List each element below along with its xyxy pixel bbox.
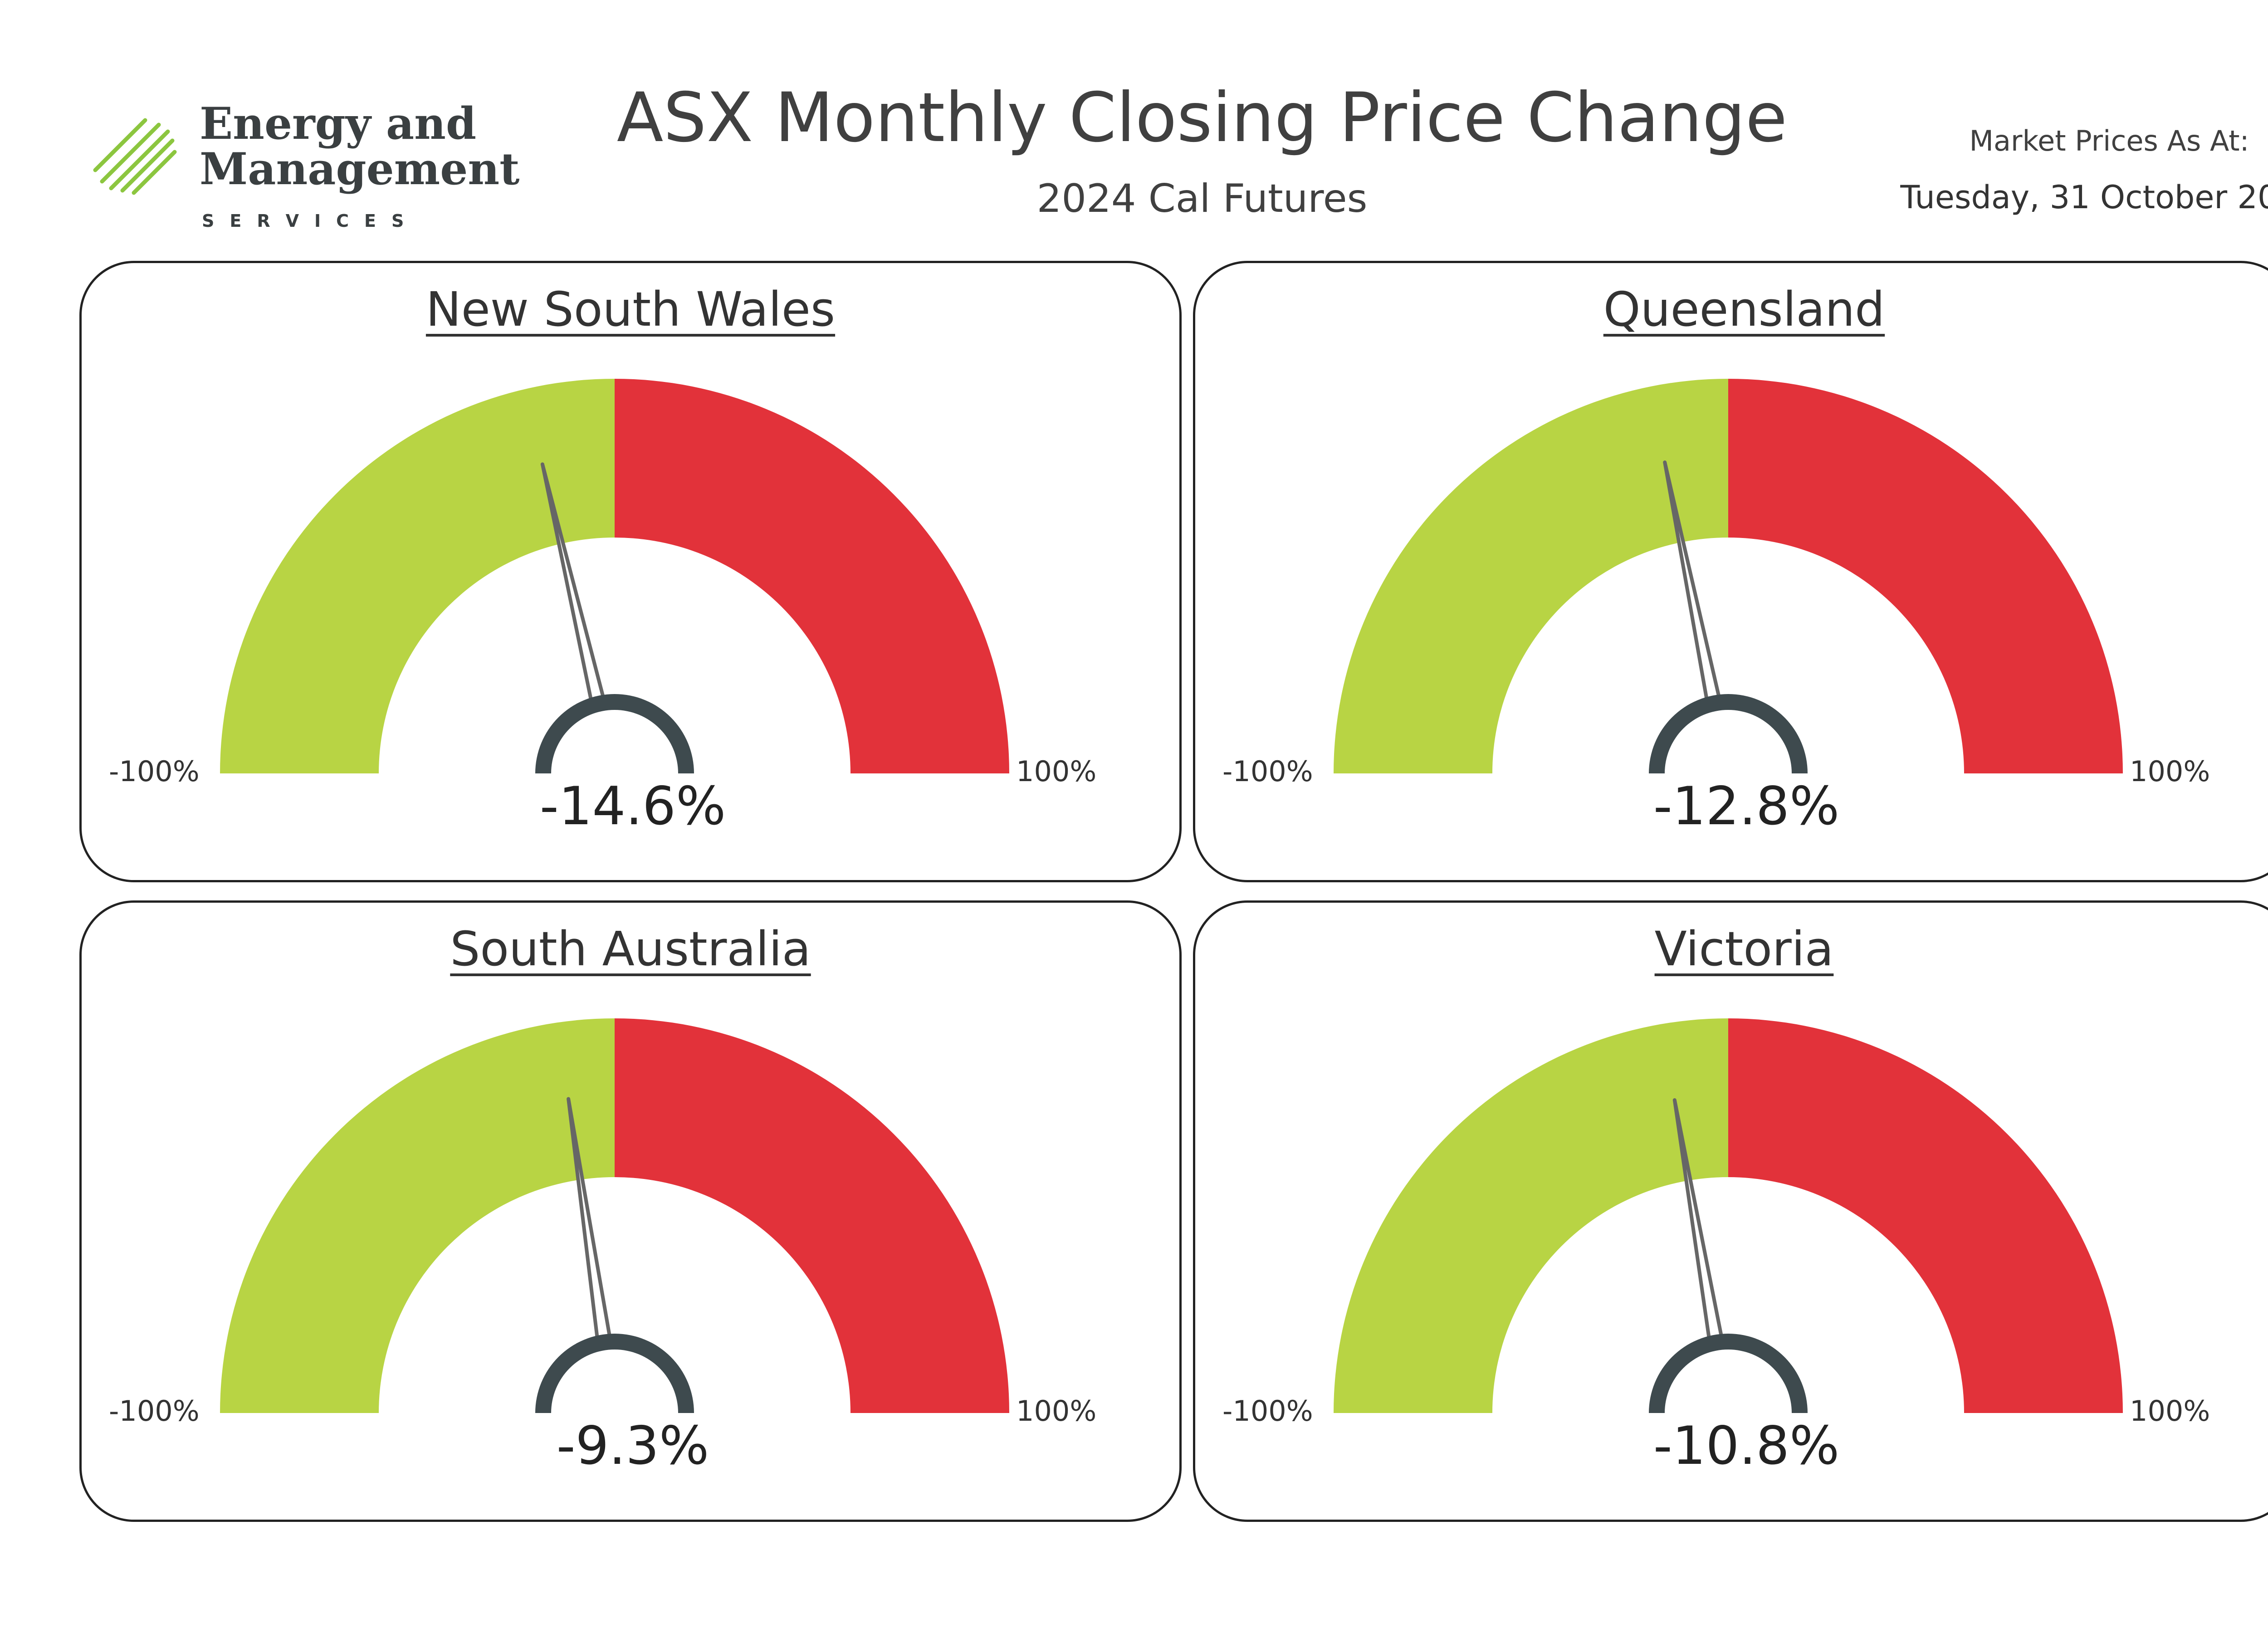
gauge-title: New South Wales	[425, 282, 836, 337]
gauge-title: Victoria	[1654, 921, 1834, 977]
gauge-panel: South Australia -100% 100% -9.3%	[79, 900, 1182, 1522]
gauge-chart	[1334, 1018, 2123, 1413]
gauge-value-label: -12.8%	[1653, 776, 1840, 837]
gauge-min-label: -100%	[109, 1394, 200, 1428]
gauge-negative-band	[220, 1018, 615, 1413]
gauge-max-label: 100%	[1016, 755, 1097, 788]
page-subtitle: 2024 Cal Futures	[1036, 176, 1368, 221]
gauge-panel: New South Wales -100% 100% -14.6%	[79, 261, 1182, 882]
company-logo: Energy and Management SERVICES	[91, 98, 544, 243]
gauge-hub	[1649, 694, 1808, 773]
logo-text-line3: SERVICES	[202, 211, 420, 231]
gauge-title: South Australia	[450, 921, 811, 977]
logo-text-line1: Energy and	[200, 98, 477, 149]
gauge-panel: Victoria -100% 100% -10.8%	[1193, 900, 2268, 1522]
gauge-hub	[1649, 1334, 1808, 1413]
gauge-chart	[1334, 379, 2123, 773]
gauge-chart	[220, 1018, 1009, 1413]
gauge-max-label: 100%	[1016, 1394, 1097, 1428]
gauge-min-label: -100%	[1222, 755, 1313, 788]
gauge-negative-band	[1334, 1018, 1728, 1413]
gauge-negative-band	[220, 379, 615, 773]
gauge-positive-band	[615, 379, 1009, 773]
gauge-max-label: 100%	[2130, 755, 2210, 788]
market-prices-label: Market Prices As At:	[1969, 124, 2249, 157]
gauge-value-label: -14.6%	[539, 776, 726, 837]
gauge-max-label: 100%	[2130, 1394, 2210, 1428]
gauge-chart	[220, 379, 1009, 773]
gauge-negative-band	[1334, 379, 1728, 773]
gauge-panel: Queensland -100% 100% -12.8%	[1193, 261, 2268, 882]
logo-text-line2: Management	[200, 143, 520, 195]
gauge-positive-band	[1728, 1018, 2123, 1413]
page-title: ASX Monthly Closing Price Change	[616, 78, 1788, 157]
gauge-value-label: -10.8%	[1653, 1415, 1840, 1477]
gauge-title: Queensland	[1603, 282, 1885, 337]
gauge-positive-band	[1728, 379, 2123, 773]
gauge-positive-band	[615, 1018, 1009, 1413]
market-prices-date: Tuesday, 31 October 2023	[1900, 179, 2268, 216]
gauge-min-label: -100%	[1222, 1394, 1313, 1428]
gauge-hub	[535, 694, 694, 773]
gauge-min-label: -100%	[109, 755, 200, 788]
gauge-hub	[535, 1334, 694, 1413]
gauge-value-label: -9.3%	[556, 1415, 709, 1477]
logo-stripes-icon	[93, 118, 177, 195]
